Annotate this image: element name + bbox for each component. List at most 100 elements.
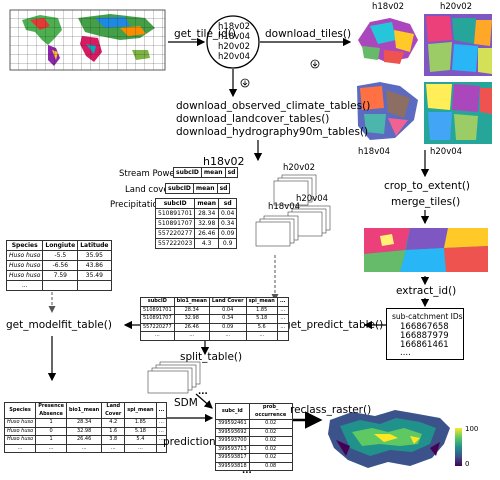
table-header: bio1_mean xyxy=(173,297,210,307)
table-row: ... xyxy=(5,280,112,291)
subcatchment-ids-box: sub-catchment IDs 166867658 166887979 16… xyxy=(386,308,464,360)
split-ellipsis: ... xyxy=(198,387,208,397)
table-row: 399593692 0.02 xyxy=(215,427,293,437)
table-header: Latitude xyxy=(77,240,112,251)
subcatchment-id: 166867658 xyxy=(400,322,449,332)
probability-table: subc_id prob_ occurrence 399592461 0.02 3… xyxy=(215,403,293,471)
sdm-label: SDM xyxy=(174,397,198,409)
stacked-title: h20v02 xyxy=(283,163,316,173)
arrow-split-to-prob xyxy=(195,393,213,409)
row-label-precipitation: Precipitation xyxy=(110,200,164,210)
stacked-tables-back xyxy=(255,174,331,247)
table-row: Huso huso 1 26.46 3.8 5.4... xyxy=(3,435,168,445)
subcatchment-title: sub-catchment IDs xyxy=(392,312,463,321)
fn-crop-to-extent: crop_to_extent() xyxy=(384,180,471,192)
table-row: Huso huso 7.59 35.49 xyxy=(5,270,112,281)
stacked-title: h18v04 xyxy=(268,202,301,212)
species-table: Species Longiute Latitude Huso huso -5.5 3… xyxy=(5,240,112,291)
fn-download-climate: download_observed_climate_tables() xyxy=(176,100,371,112)
fn-reclass-raster: reclass_raster() xyxy=(290,404,372,416)
stacked-header-strip: subcID mean sd xyxy=(173,167,239,178)
table-header: bio1_mean xyxy=(65,402,103,419)
fn-get-predict-table: get_predict_table() xyxy=(284,319,384,331)
climate-table: subcID mean sd 510891701 28.34 0.04 510891… xyxy=(154,198,238,249)
table-row: 399593713 0.02 xyxy=(215,444,293,454)
row-label-land-cover: Land cover xyxy=(125,185,173,195)
row-label-stream-power: Stream Power Index xyxy=(119,169,205,179)
prediction-label: prediction xyxy=(163,436,216,448)
table-header: sd xyxy=(224,167,239,178)
fn-split-table: split_table() xyxy=(180,351,243,363)
subcatchment-id: .... xyxy=(400,348,411,358)
colorbar-max: 100 xyxy=(465,425,479,433)
table-header: spi_mean xyxy=(124,402,157,419)
colorbar-legend xyxy=(455,428,462,466)
table-header: subcID xyxy=(140,297,175,307)
tile-label-bl: h18v04 xyxy=(358,147,391,157)
stacked-main-title: h18v02 xyxy=(203,155,245,168)
table-header: Longiute xyxy=(42,240,79,251)
table-header: subcID xyxy=(173,167,202,178)
table-header: spi_mean xyxy=(245,297,278,307)
tile-id: h18v02 xyxy=(218,22,251,32)
tile-label-br: h20v04 xyxy=(430,147,463,157)
merged-map-image xyxy=(362,226,490,274)
table-header: sd xyxy=(216,183,231,194)
stacked-title: h20v04 xyxy=(296,194,329,204)
table-row: Huso huso -5.5 35.95 xyxy=(5,250,112,261)
table-row: ............... xyxy=(3,443,168,453)
table-header: ... xyxy=(155,402,168,419)
table-row: Huso huso -6.56 43.86 xyxy=(5,260,112,271)
table-row: Huso huso 1 28.34 4.2 1.85... xyxy=(3,418,168,428)
table-header: sd xyxy=(218,198,238,209)
table-header: Species xyxy=(5,240,44,251)
table-header: Land Cover xyxy=(208,297,247,307)
modelfit-table: Species Presence Absence bio1_mean Land … xyxy=(3,402,168,453)
fn-extract-id: extract_id() xyxy=(396,285,457,297)
tile-id: h18v04 xyxy=(218,32,251,42)
probability-raster-image xyxy=(328,410,450,468)
table-header: subcID xyxy=(165,183,194,194)
tile-id: h20v04 xyxy=(218,52,251,62)
tile-id: h20v02 xyxy=(218,42,251,52)
subcatchment-id: 166887979 xyxy=(400,331,449,341)
fn-merge-tiles: merge_tiles() xyxy=(391,196,461,208)
download-icon xyxy=(240,78,250,88)
colorbar-min: 0 xyxy=(465,460,470,468)
table-row: 510891707 32.98 0.34 xyxy=(154,218,238,229)
stacked-header-strip: subcID mean sd xyxy=(165,183,231,194)
predict-table: subcID bio1_mean Land Cover spi_mean ...… xyxy=(140,297,289,341)
table-header: mean xyxy=(200,167,226,178)
table-header: subcID xyxy=(154,198,196,209)
table-header: Species xyxy=(3,402,37,419)
table-row: 557220277 26.46 0.09 5.6... xyxy=(140,322,289,332)
table-row: 399593700 0.02 xyxy=(215,436,293,446)
table-row: 399593818 0.08 xyxy=(215,461,293,471)
subcatchment-id: 166861461 xyxy=(400,340,449,350)
tile-label-tl: h18v02 xyxy=(372,2,405,12)
fn-get-tile-id: get_tile_id() xyxy=(174,28,236,40)
fn-download-landcover: download_landcover_tables() xyxy=(176,113,330,125)
fn-download-tiles: download_tiles() xyxy=(265,28,352,40)
table-row: 510891707 32.98 0.34 5.18... xyxy=(140,314,289,324)
table-row: 557220277 26.46 0.09 xyxy=(154,228,238,239)
table-row: 510891701 28.34 0.04 xyxy=(154,208,238,219)
table-header: prob_ occurrence xyxy=(248,403,293,420)
table-header: subc_id xyxy=(215,403,250,420)
table-header: mean xyxy=(194,198,220,209)
table-header: Presence Absence xyxy=(35,402,67,419)
fn-download-hydrography: download_hydrography90m_tables() xyxy=(176,126,369,138)
table-row: 557222023 4.3 0.9 xyxy=(154,238,238,249)
world-map-image xyxy=(9,9,166,71)
table-row: ............ xyxy=(140,331,289,341)
tile-label-tr: h20v02 xyxy=(440,2,473,12)
table-row: Huso huso 0 32.98 1.6 5.18... xyxy=(3,426,168,436)
prob-ellipsis: ... xyxy=(242,466,252,476)
fn-get-modelfit-table: get_modelfit_table() xyxy=(6,319,112,331)
table-row: 510891701 28.34 0.04 1.85... xyxy=(140,305,289,315)
table-header: Land Cover xyxy=(101,402,126,419)
split-tables-stack xyxy=(147,361,201,394)
table-header: mean xyxy=(192,183,218,194)
